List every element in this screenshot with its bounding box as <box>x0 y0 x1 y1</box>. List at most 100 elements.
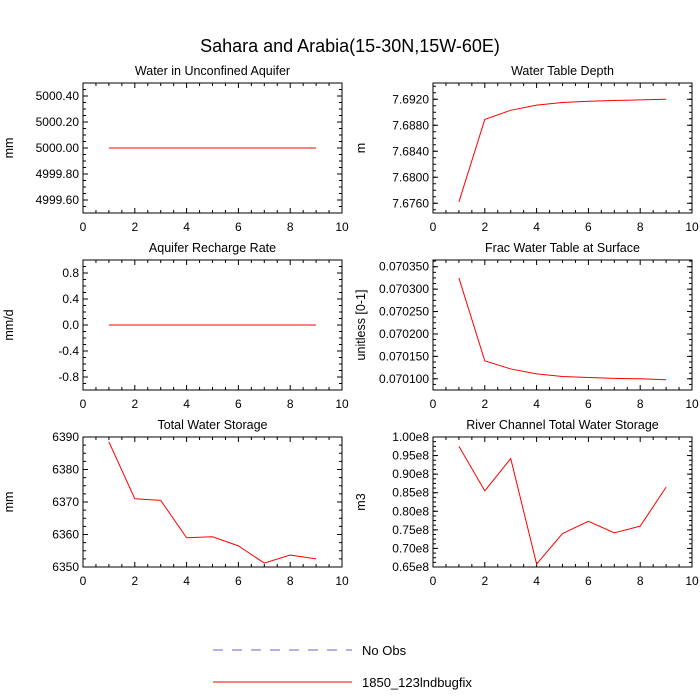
x-tick-label: 2 <box>131 397 138 411</box>
x-tick-label: 10 <box>685 397 699 411</box>
x-tick-label: 4 <box>183 220 190 234</box>
y-tick-label: 0.70e8 <box>392 541 429 555</box>
y-tick-label: 5000.40 <box>36 89 80 103</box>
y-tick-label: 0.80e8 <box>392 504 429 518</box>
x-tick-label: 8 <box>637 397 644 411</box>
x-tick-label: 2 <box>481 220 488 234</box>
y-axis-label: m <box>354 143 368 153</box>
y-tick-label: 6390 <box>52 430 79 444</box>
series-line <box>458 98 667 203</box>
y-tick-label: 0.070100 <box>379 372 429 386</box>
y-tick-label: 5000.00 <box>36 141 80 155</box>
y-tick-label: 0.070150 <box>379 349 429 363</box>
y-tick-label: 0.90e8 <box>392 467 429 481</box>
y-tick-label: 0.070350 <box>379 260 429 274</box>
panel-title: Water in Unconfined Aquifer <box>135 64 290 78</box>
x-tick-label: 6 <box>585 397 592 411</box>
panel-grid: Water in Unconfined Aquifer 0 2 4 6 8 10 4999.6… <box>2 64 699 588</box>
x-tick-label: 8 <box>287 574 294 588</box>
x-tick-label: 8 <box>287 220 294 234</box>
chart-panel-1: Water in Unconfined Aquifer 0 2 4 6 8 10 4999.6… <box>2 64 349 234</box>
x-tick-label: 4 <box>533 397 540 411</box>
y-axis-label: mm <box>2 138 16 159</box>
chart-panel-6: River Channel Total Water Storage 0 2 4 6 8 10… <box>354 418 699 588</box>
series-line <box>458 446 667 566</box>
series-line <box>108 441 317 564</box>
y-tick-label: 7.6920 <box>392 92 429 106</box>
y-tick-label: 4999.80 <box>36 167 80 181</box>
y-tick-label: 7.6760 <box>392 196 429 210</box>
x-tick-label: 6 <box>585 574 592 588</box>
panel-title: Total Water Storage <box>157 418 267 432</box>
y-tick-label: 6370 <box>52 495 79 509</box>
y-axis-label: mm <box>2 492 16 513</box>
x-tick-label: 8 <box>637 574 644 588</box>
x-tick-label: 4 <box>533 574 540 588</box>
chart-panel-2: Water Table Depth 0 2 4 6 8 10 7.6760 7.6800 7.68… <box>354 64 699 234</box>
y-tick-label: 0.8 <box>62 266 79 280</box>
x-tick-label: 4 <box>183 397 190 411</box>
y-tick-label: 6380 <box>52 463 79 477</box>
y-tick-label: 0.070200 <box>379 327 429 341</box>
x-tick-label: 6 <box>235 397 242 411</box>
x-tick-label: 0 <box>80 397 87 411</box>
panel-title: River Channel Total Water Storage <box>466 418 659 432</box>
y-tick-label: 7.6800 <box>392 170 429 184</box>
x-tick-label: 6 <box>585 220 592 234</box>
y-tick-label: 7.6880 <box>392 118 429 132</box>
x-tick-label: 10 <box>335 220 349 234</box>
x-tick-label: 4 <box>533 220 540 234</box>
x-tick-label: 10 <box>685 220 699 234</box>
y-tick-label: -0.8 <box>58 370 79 384</box>
y-tick-label: 1.00e8 <box>392 430 429 444</box>
y-tick-label: 4999.60 <box>36 193 80 207</box>
series-line <box>458 277 667 381</box>
legend-label-run: 1850_123lndbugfix <box>362 675 472 690</box>
x-tick-label: 4 <box>183 574 190 588</box>
y-tick-label: 0.85e8 <box>392 486 429 500</box>
legend: No Obs 1850_123lndbugfix <box>213 643 472 690</box>
x-tick-label: 6 <box>235 220 242 234</box>
plot-frame <box>82 436 343 568</box>
y-axis-label: unitless [0-1] <box>354 290 368 361</box>
y-tick-label: 0.070300 <box>379 282 429 296</box>
x-tick-label: 0 <box>430 220 437 234</box>
y-tick-label: 0.75e8 <box>392 523 429 537</box>
panel-title: Frac Water Table at Surface <box>485 241 640 255</box>
x-tick-label: 0 <box>430 397 437 411</box>
x-tick-label: 0 <box>80 220 87 234</box>
x-tick-label: 10 <box>335 574 349 588</box>
x-tick-label: 10 <box>335 397 349 411</box>
y-tick-label: 7.6840 <box>392 144 429 158</box>
y-tick-label: 0.95e8 <box>392 449 429 463</box>
x-tick-label: 10 <box>685 574 699 588</box>
x-tick-label: 2 <box>131 574 138 588</box>
chart-panel-3: Aquifer Recharge Rate 0 2 4 6 8 10 -0.8 -0.4 0.0 0… <box>2 241 349 411</box>
y-tick-label: 0.4 <box>62 292 79 306</box>
x-tick-label: 0 <box>80 574 87 588</box>
x-tick-label: 8 <box>637 220 644 234</box>
x-tick-label: 8 <box>287 397 294 411</box>
x-tick-label: 2 <box>131 220 138 234</box>
x-tick-label: 6 <box>235 574 242 588</box>
y-tick-label: 0.65e8 <box>392 560 429 574</box>
y-tick-label: 5000.20 <box>36 115 80 129</box>
chart-panel-4: Frac Water Table at Surface 0 2 4 6 8 10 0.0701… <box>354 241 699 411</box>
legend-label-no-obs: No Obs <box>362 643 407 658</box>
chart-panel-5: Total Water Storage 0 2 4 6 8 10 6350 6360 6370 63… <box>2 418 349 588</box>
x-tick-label: 0 <box>430 574 437 588</box>
y-axis-label: mm/d <box>2 309 16 340</box>
panel-title: Water Table Depth <box>511 64 614 78</box>
y-tick-label: 0.0 <box>62 318 79 332</box>
y-tick-label: 6350 <box>52 560 79 574</box>
plot-frame <box>432 436 693 568</box>
figure-title: Sahara and Arabia(15-30N,15W-60E) <box>200 36 500 56</box>
y-tick-label: 6360 <box>52 528 79 542</box>
y-tick-label: 0.070250 <box>379 305 429 319</box>
y-tick-label: -0.4 <box>58 344 79 358</box>
x-tick-label: 2 <box>481 397 488 411</box>
plot-frame <box>432 259 693 391</box>
x-tick-label: 2 <box>481 574 488 588</box>
panel-title: Aquifer Recharge Rate <box>149 241 276 255</box>
